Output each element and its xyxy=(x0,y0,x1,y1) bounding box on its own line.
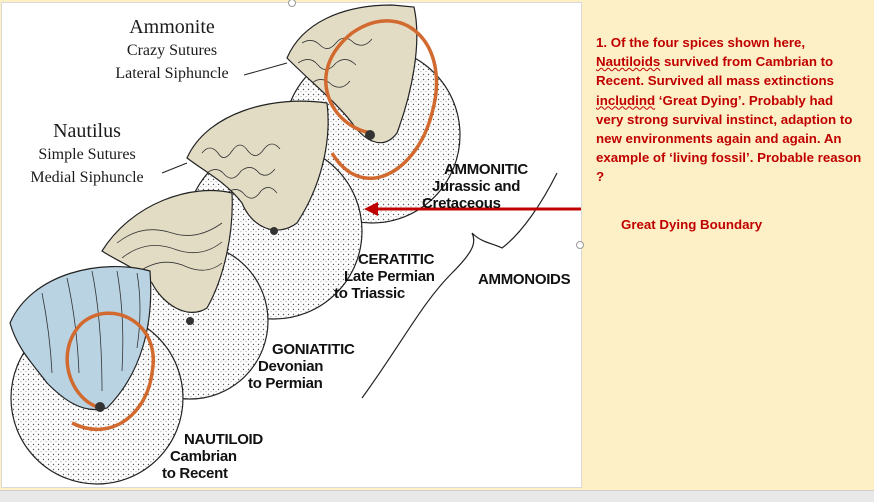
note-includind: includind xyxy=(596,93,655,108)
nautilus-title: Nautilus xyxy=(12,119,162,143)
ammonoid-evolution-figure[interactable]: Ammonite Crazy Sutures Lateral Siphuncle… xyxy=(1,2,582,488)
goniatitic-period-1: Devonian xyxy=(258,358,355,375)
ammonite-label: Ammonite Crazy Sutures Lateral Siphuncle xyxy=(97,15,247,85)
ammonite-sutures: Crazy Sutures xyxy=(97,39,247,62)
slide: Ammonite Crazy Sutures Lateral Siphuncle… xyxy=(0,0,874,490)
note-nautiloids: Nautiloids xyxy=(596,54,660,69)
nautiloid-period-1: Cambrian xyxy=(170,448,263,465)
great-dying-boundary-label: Great Dying Boundary xyxy=(621,217,762,232)
resize-handle-right-mid[interactable] xyxy=(576,241,584,249)
goniatitic-label: GONIATITIC Devonian to Permian xyxy=(272,341,355,392)
ceratitic-name: CERATITIC xyxy=(358,251,435,268)
ammonitic-period-1: Jurassic and xyxy=(432,178,528,195)
nautiloid-period-2: to Recent xyxy=(162,465,263,482)
ammonitic-label: AMMONITIC Jurassic and Cretaceous xyxy=(444,161,528,212)
explanation-text: 1. Of the four spices shown here, Nautil… xyxy=(596,33,864,187)
ammonitic-period-2: Cretaceous xyxy=(422,195,528,212)
goniatitic-name: GONIATITIC xyxy=(272,341,355,358)
nautilus-sutures: Simple Sutures xyxy=(12,143,162,166)
status-bar xyxy=(0,490,874,502)
goniatitic-period-2: to Permian xyxy=(248,375,355,392)
nautiloid-name: NAUTILOID xyxy=(184,431,263,448)
ceratitic-label: CERATITIC Late Permian to Triassic xyxy=(358,251,435,302)
shell-illustration xyxy=(2,3,581,487)
ceratitic-period-2: to Triassic xyxy=(334,285,435,302)
nautilus-siphuncle: Medial Siphuncle xyxy=(12,166,162,189)
nautiloid-label: NAUTILOID Cambrian to Recent xyxy=(184,431,263,482)
ammonite-title: Ammonite xyxy=(97,15,247,39)
ammonoids-label: AMMONOIDS xyxy=(478,271,570,288)
ammonitic-name: AMMONITIC xyxy=(444,161,528,178)
ammonite-siphuncle: Lateral Siphuncle xyxy=(97,62,247,85)
ceratitic-period-1: Late Permian xyxy=(344,268,435,285)
note-part-1: 1. Of the four spices shown here, xyxy=(596,35,805,50)
nautilus-label: Nautilus Simple Sutures Medial Siphuncle xyxy=(12,119,162,189)
